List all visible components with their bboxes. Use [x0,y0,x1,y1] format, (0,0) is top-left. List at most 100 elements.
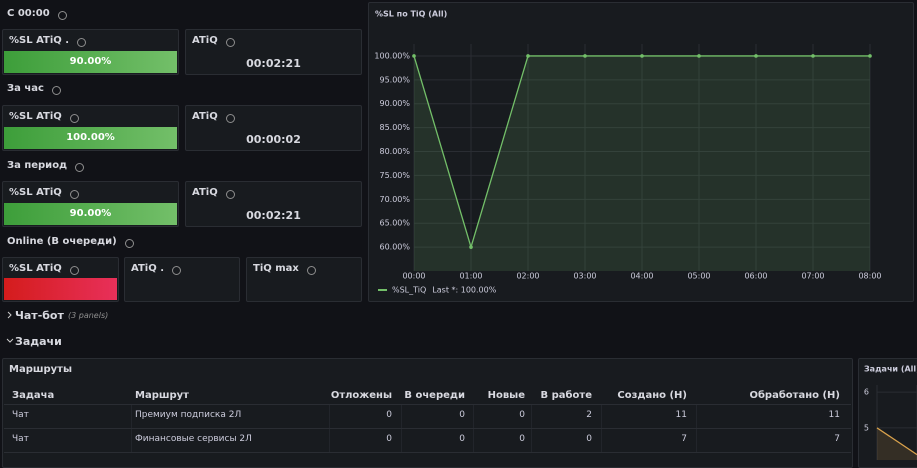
info-icon [52,86,61,95]
y-tick-label: 95.00% [379,75,410,84]
gauge-bar [4,278,117,300]
x-tick-label: 00:00 [402,272,425,281]
column-header: Отложены [330,390,392,401]
table-cell: Финансовые сервисы 2Л [135,434,252,444]
area [414,55,870,271]
point [583,54,587,58]
panel-title: Маршруты [9,364,72,375]
row-line [4,428,851,429]
column-header: Создано (Н) [617,390,687,401]
stat-value: 100.00% [66,132,115,143]
row-title[interactable]: Задачи [15,335,62,348]
legend-stat: Last *: 100.00% [432,286,496,295]
stat-value: 00:00:02 [246,133,301,146]
panel-title: %SL ATiQ [9,263,62,274]
panel-title: %SL ATiQ [9,187,62,198]
panel-title: ATiQ [192,111,218,122]
panel-title: TiQ max [253,263,299,274]
y-tick-label: 65.00% [379,219,410,228]
point [412,54,416,58]
stat-value: 00:02:21 [246,209,301,222]
section-title: За период [7,160,68,171]
legend-name: %SL_TiQ [392,286,426,295]
info-icon [307,266,316,275]
x-tick-label: 03:00 [573,272,596,281]
stat-panel: %SL ATiQ 100.00% [2,105,179,151]
info-icon [226,38,235,47]
y-tick-label: 6 [864,388,869,397]
column-header: Обработано (Н) [749,390,840,401]
stat-panel: %SL ATiQ 90.00% [2,181,179,227]
col-line [401,405,402,428]
table-cell: 2 [586,410,592,420]
col-line [329,429,330,452]
info-icon [125,239,134,248]
table-cell: Чат [12,410,29,420]
table-cell: 11 [675,410,687,420]
point [811,54,815,58]
gauge-bar: 90.00% [4,203,177,225]
info-icon [75,163,84,172]
panel-title: ATiQ . [131,263,164,274]
point [640,54,644,58]
x-tick-label: 06:00 [744,272,767,281]
table-cell: 0 [519,410,525,420]
chart-title: %SL по TiQ (All) [375,10,447,19]
expand-icon[interactable] [6,338,14,343]
point [526,54,530,58]
point [754,54,758,58]
info-icon [77,38,86,47]
col-line [601,405,602,428]
row-line [4,404,851,405]
column-header: В работе [540,390,592,401]
row-line [4,452,851,453]
col-line [401,429,402,452]
stat-value: 90.00% [69,208,112,219]
col-line [601,429,602,452]
y-tick-label: 5 [864,423,869,432]
table-cell: 0 [586,434,592,444]
point [868,54,872,58]
x-tick-label: 07:00 [801,272,824,281]
col-line [131,405,132,428]
y-tick-label: 80.00% [379,147,410,156]
section-title: За час [7,83,44,94]
y-tick-label: 75.00% [379,171,410,180]
info-icon [58,11,67,20]
row-title[interactable]: Чат-бот [15,309,64,322]
collapse-icon[interactable] [7,311,12,319]
point [469,245,473,249]
table-cell: Чат [12,434,29,444]
table-cell: 7 [834,434,840,444]
info-icon [70,266,79,275]
stat-panel: ATiQ 00:00:02 [185,105,362,151]
stat-panel: ATiQ . [124,257,240,302]
col-line [329,405,330,428]
stat-panel: ATiQ 00:02:21 [185,181,362,227]
table-cell: 0 [459,434,465,444]
col-line [531,429,532,452]
column-header: В очереди [404,390,465,401]
x-tick-label: 04:00 [630,272,653,281]
panel-title: %SL ATiQ . [9,35,70,46]
col-line [531,405,532,428]
table-cell: 11 [828,410,840,420]
stat-value: 00:02:21 [246,57,301,70]
stat-value: 90.00% [69,56,112,67]
point [697,54,701,58]
section-title: С 00:00 [7,8,50,19]
column-header: Маршрут [135,390,189,401]
area [877,427,917,460]
col-line [473,429,474,452]
stat-panel: %SL ATiQ [2,257,119,302]
table-cell: 7 [681,434,687,444]
info-icon [226,114,235,123]
x-tick-label: 05:00 [687,272,710,281]
y-tick-label: 70.00% [379,195,410,204]
chart-title: Задачи (All) [864,365,917,374]
stat-panel: ATiQ 00:02:21 [185,29,362,75]
info-icon [226,190,235,199]
stat-panel: %SL ATiQ . 90.00% [2,29,179,75]
info-icon [172,266,181,275]
